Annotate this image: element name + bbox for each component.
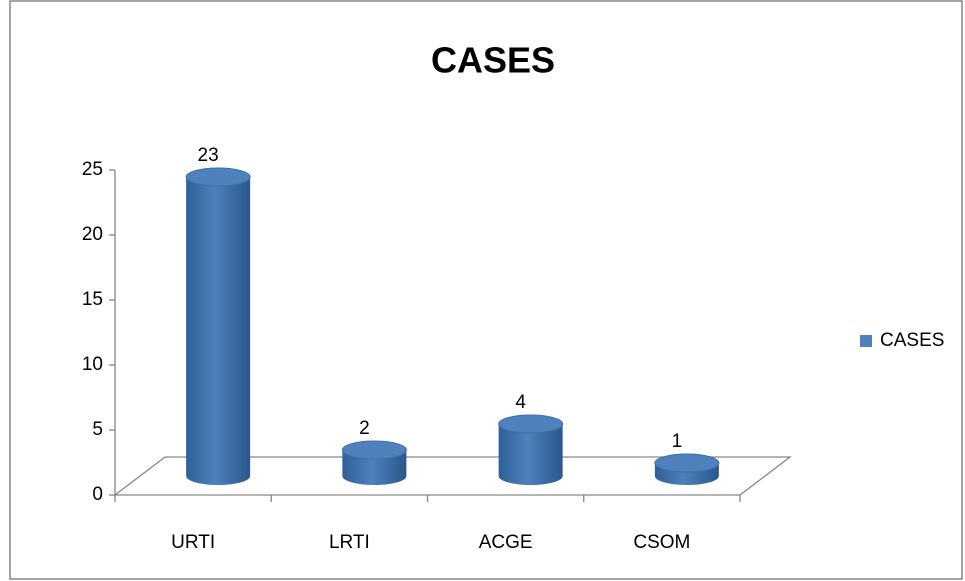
legend-swatch [860, 335, 872, 347]
y-tick-label: 5 [92, 419, 103, 440]
bar-top [654, 453, 720, 473]
data-label: 2 [359, 418, 370, 439]
y-tick-label: 25 [82, 159, 103, 180]
bar [342, 450, 407, 485]
chart-title: CASES [431, 40, 555, 81]
bar-top [498, 414, 564, 434]
bar [186, 177, 251, 485]
y-tick-label: 20 [82, 224, 103, 245]
data-label: 1 [672, 431, 683, 452]
x-tick-label: LRTI [329, 532, 370, 553]
data-label: 23 [198, 145, 219, 166]
floor [113, 456, 792, 496]
bar-top [341, 440, 407, 460]
bar [498, 424, 563, 485]
chart-frame [9, 0, 963, 580]
y-tick-label: 15 [82, 289, 103, 310]
legend-label: CASES [880, 330, 944, 351]
y-tick-label: 0 [92, 484, 103, 505]
x-tick-label: ACGE [479, 532, 533, 553]
bar-top [185, 167, 251, 187]
y-tick-label: 10 [82, 354, 103, 375]
x-tick-label: CSOM [633, 532, 690, 553]
x-tick-label: URTI [171, 532, 215, 553]
data-label: 4 [515, 392, 526, 413]
